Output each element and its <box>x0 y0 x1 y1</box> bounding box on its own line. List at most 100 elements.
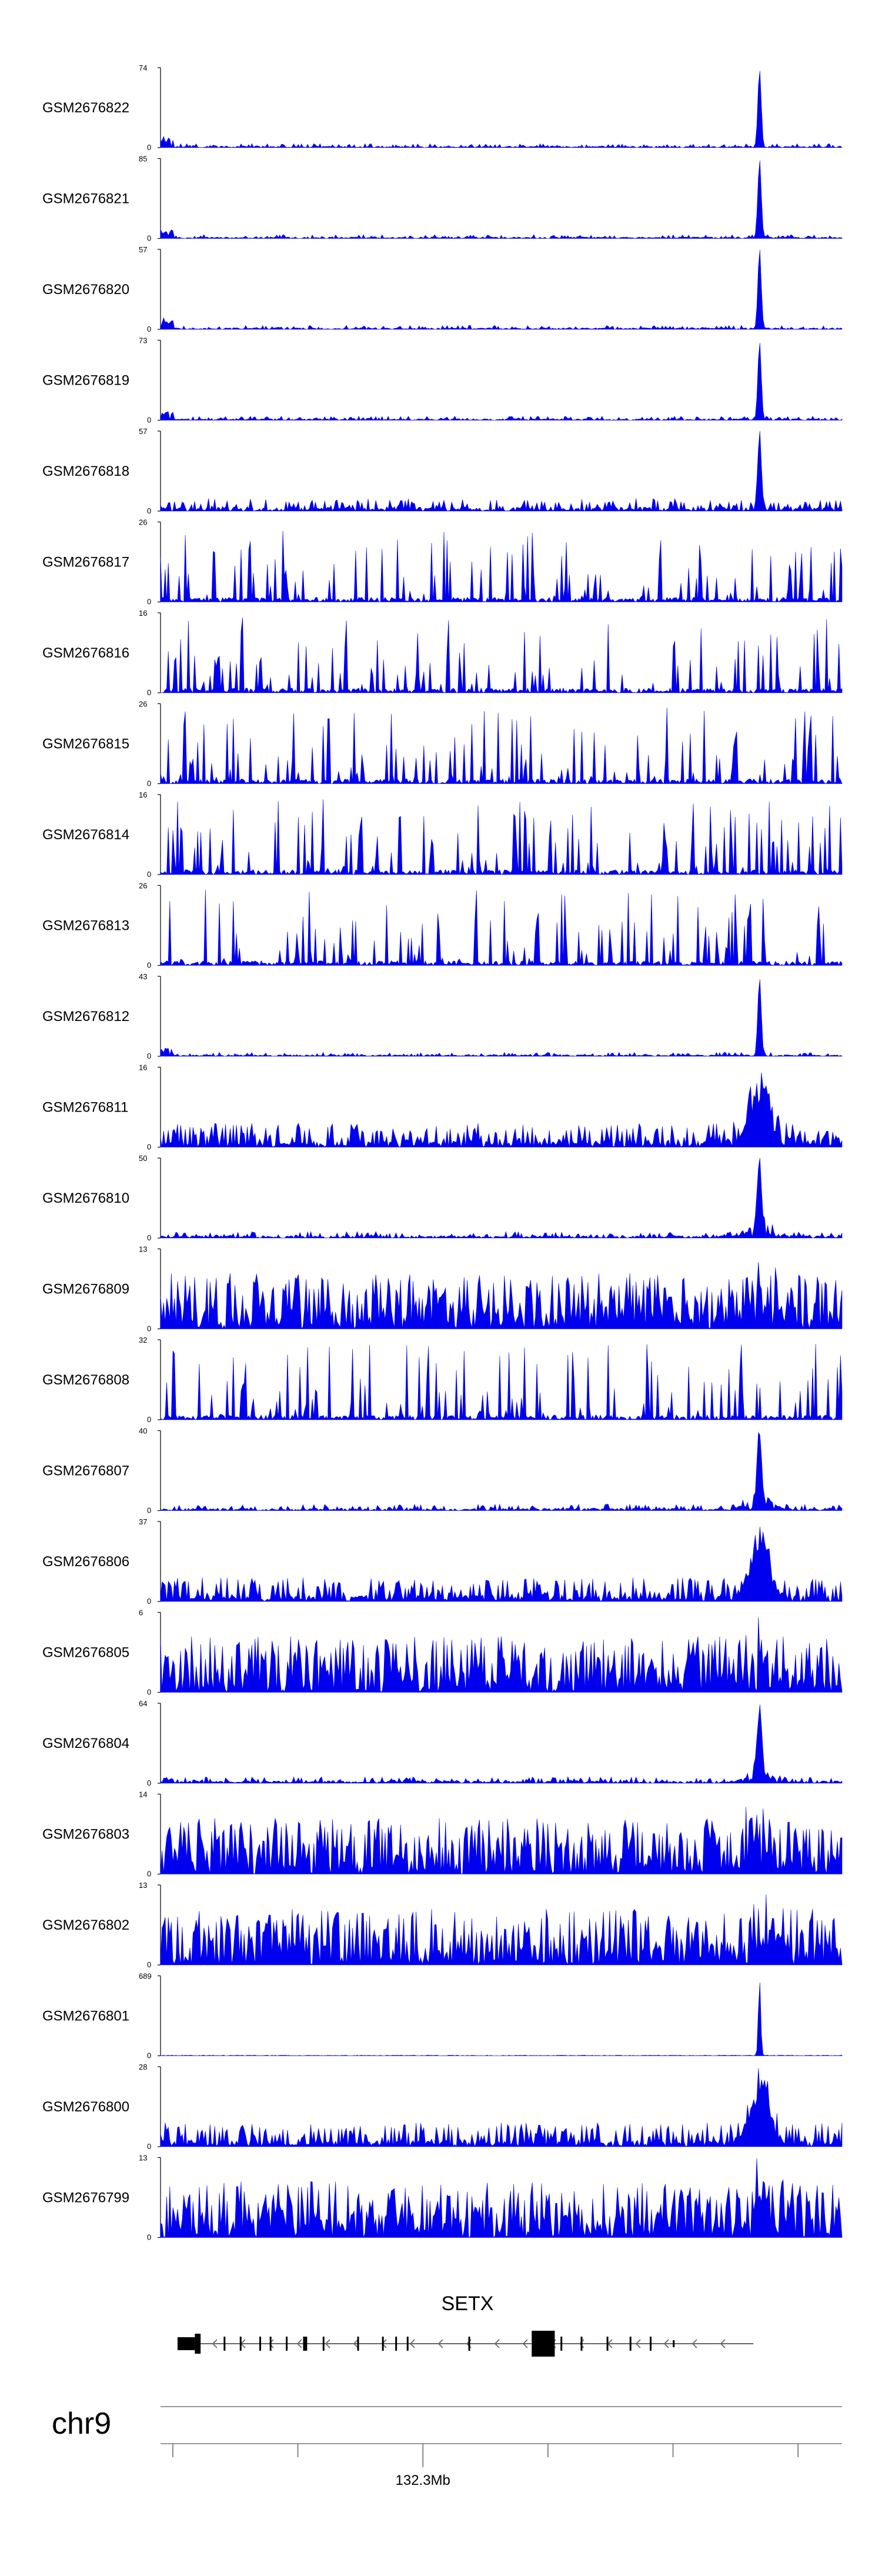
y-min-label: 0 <box>147 234 151 243</box>
strand-arrow <box>720 2339 726 2348</box>
signal-tracks: GSM2676822740GSM2676821850GSM2676820570G… <box>42 64 843 2242</box>
strand-arrow <box>437 2339 443 2348</box>
track-label: GSM2676816 <box>42 645 129 661</box>
track-label: GSM2676813 <box>42 918 129 934</box>
signal-area <box>160 2068 843 2148</box>
strand-arrow <box>579 2339 584 2348</box>
y-min-label: 0 <box>147 2142 151 2151</box>
exon <box>286 2337 288 2351</box>
track-GSM2676812: GSM2676812 43 0 <box>42 972 843 1060</box>
signal-area <box>160 1982 843 2056</box>
exon <box>580 2337 583 2351</box>
track-label: GSM2676800 <box>42 2099 129 2115</box>
track-label: GSM2676807 <box>42 1463 129 1479</box>
y-min-label: 0 <box>147 1506 151 1515</box>
signal-area <box>160 1262 843 1330</box>
track-GSM2676805: GSM2676805 6 0 <box>42 1609 843 1697</box>
track-label: GSM2676809 <box>42 1282 129 1297</box>
track-label: GSM2676814 <box>42 827 129 843</box>
track-GSM2676802: GSM2676802 13 0 <box>42 1881 843 1969</box>
track-GSM2676800: GSM2676800 28 0 <box>42 2063 843 2151</box>
track-label: GSM2676820 <box>42 282 129 298</box>
strand-arrow <box>212 2339 218 2348</box>
y-max-label: 6 <box>139 1609 143 1617</box>
y-min-label: 0 <box>147 1870 151 1878</box>
signal-area <box>160 1894 843 1966</box>
y-min-label: 0 <box>147 1688 151 1697</box>
track-label: GSM2676799 <box>42 2190 129 2206</box>
signal-area <box>160 530 843 603</box>
y-min-label: 0 <box>147 1143 151 1152</box>
y-max-label: 64 <box>139 1699 147 1708</box>
x-tick-label: 132.3Mb <box>396 2472 450 2488</box>
track-GSM2676819: GSM2676819 73 0 <box>42 336 843 425</box>
y-max-label: 28 <box>139 2063 147 2071</box>
y-max-label: 40 <box>139 1427 147 1436</box>
y-min-label: 0 <box>147 416 151 425</box>
strand-arrow <box>268 2339 274 2348</box>
y-min-label: 0 <box>147 688 151 697</box>
signal-area <box>160 250 843 330</box>
track-GSM2676808: GSM2676808 32 0 <box>42 1336 843 1424</box>
signal-area <box>160 618 843 693</box>
y-max-label: 57 <box>139 245 147 254</box>
y-max-label: 13 <box>139 1881 147 1890</box>
track-GSM2676799: GSM2676799 13 0 <box>42 2154 843 2242</box>
y-max-label: 85 <box>139 155 147 163</box>
track-label: GSM2676805 <box>42 1645 129 1661</box>
track-label: GSM2676801 <box>42 2008 129 2024</box>
y-max-label: 43 <box>139 972 147 981</box>
chromosome-track: chr9 <box>52 2406 842 2441</box>
exon <box>395 2337 397 2351</box>
track-GSM2676818: GSM2676818 57 0 <box>42 427 843 515</box>
y-max-label: 26 <box>139 882 147 890</box>
signal-area <box>160 799 843 875</box>
signal-area <box>160 1432 843 1511</box>
signal-area <box>160 2158 843 2238</box>
track-label: GSM2676808 <box>42 1372 129 1388</box>
y-min-label: 0 <box>147 143 151 152</box>
track-GSM2676813: GSM2676813 26 0 <box>42 882 843 970</box>
y-max-label: 16 <box>139 609 147 618</box>
track-GSM2676820: GSM2676820 57 0 <box>42 245 843 333</box>
exon <box>177 2337 195 2350</box>
y-max-label: 689 <box>139 1972 152 1981</box>
y-max-label: 26 <box>139 518 147 527</box>
exon <box>629 2337 632 2351</box>
exon <box>303 2337 308 2351</box>
exon <box>606 2337 609 2351</box>
track-GSM2676817: GSM2676817 26 0 <box>42 518 843 606</box>
track-GSM2676811: GSM2676811 16 0 <box>42 1063 843 1152</box>
exon <box>468 2337 470 2351</box>
track-GSM2676821: GSM2676821 85 0 <box>42 155 843 243</box>
y-max-label: 32 <box>139 1336 147 1344</box>
signal-area <box>160 708 843 785</box>
y-max-label: 16 <box>139 790 147 799</box>
track-label: GSM2676802 <box>42 1917 129 1933</box>
y-min-label: 0 <box>147 779 151 788</box>
track-label: GSM2676811 <box>42 1100 128 1116</box>
track-label: GSM2676812 <box>42 1009 129 1025</box>
y-min-label: 0 <box>147 1415 151 1424</box>
y-min-label: 0 <box>147 2051 151 2060</box>
strand-arrow <box>353 2339 359 2348</box>
track-GSM2676809: GSM2676809 13 0 <box>42 1245 843 1333</box>
track-GSM2676804: GSM2676804 64 0 <box>42 1699 843 1787</box>
exon <box>382 2337 384 2351</box>
track-label: GSM2676806 <box>42 1554 129 1570</box>
track-label: GSM2676804 <box>42 1736 129 1751</box>
track-GSM2676807: GSM2676807 40 0 <box>42 1427 843 1515</box>
gene-label-setx: SETX <box>442 2293 494 2315</box>
gene-track: SETX <box>177 2293 754 2357</box>
signal-area <box>160 343 843 421</box>
y-max-label: 13 <box>139 2154 147 2163</box>
track-GSM2676822: GSM2676822 74 0 <box>42 64 843 152</box>
exon <box>239 2337 242 2351</box>
signal-area <box>160 1157 843 1239</box>
strand-arrow <box>494 2339 500 2348</box>
track-label: GSM2676803 <box>42 1827 129 1843</box>
track-GSM2676815: GSM2676815 26 0 <box>42 700 843 788</box>
signal-area <box>160 1072 843 1148</box>
exon <box>532 2331 555 2357</box>
